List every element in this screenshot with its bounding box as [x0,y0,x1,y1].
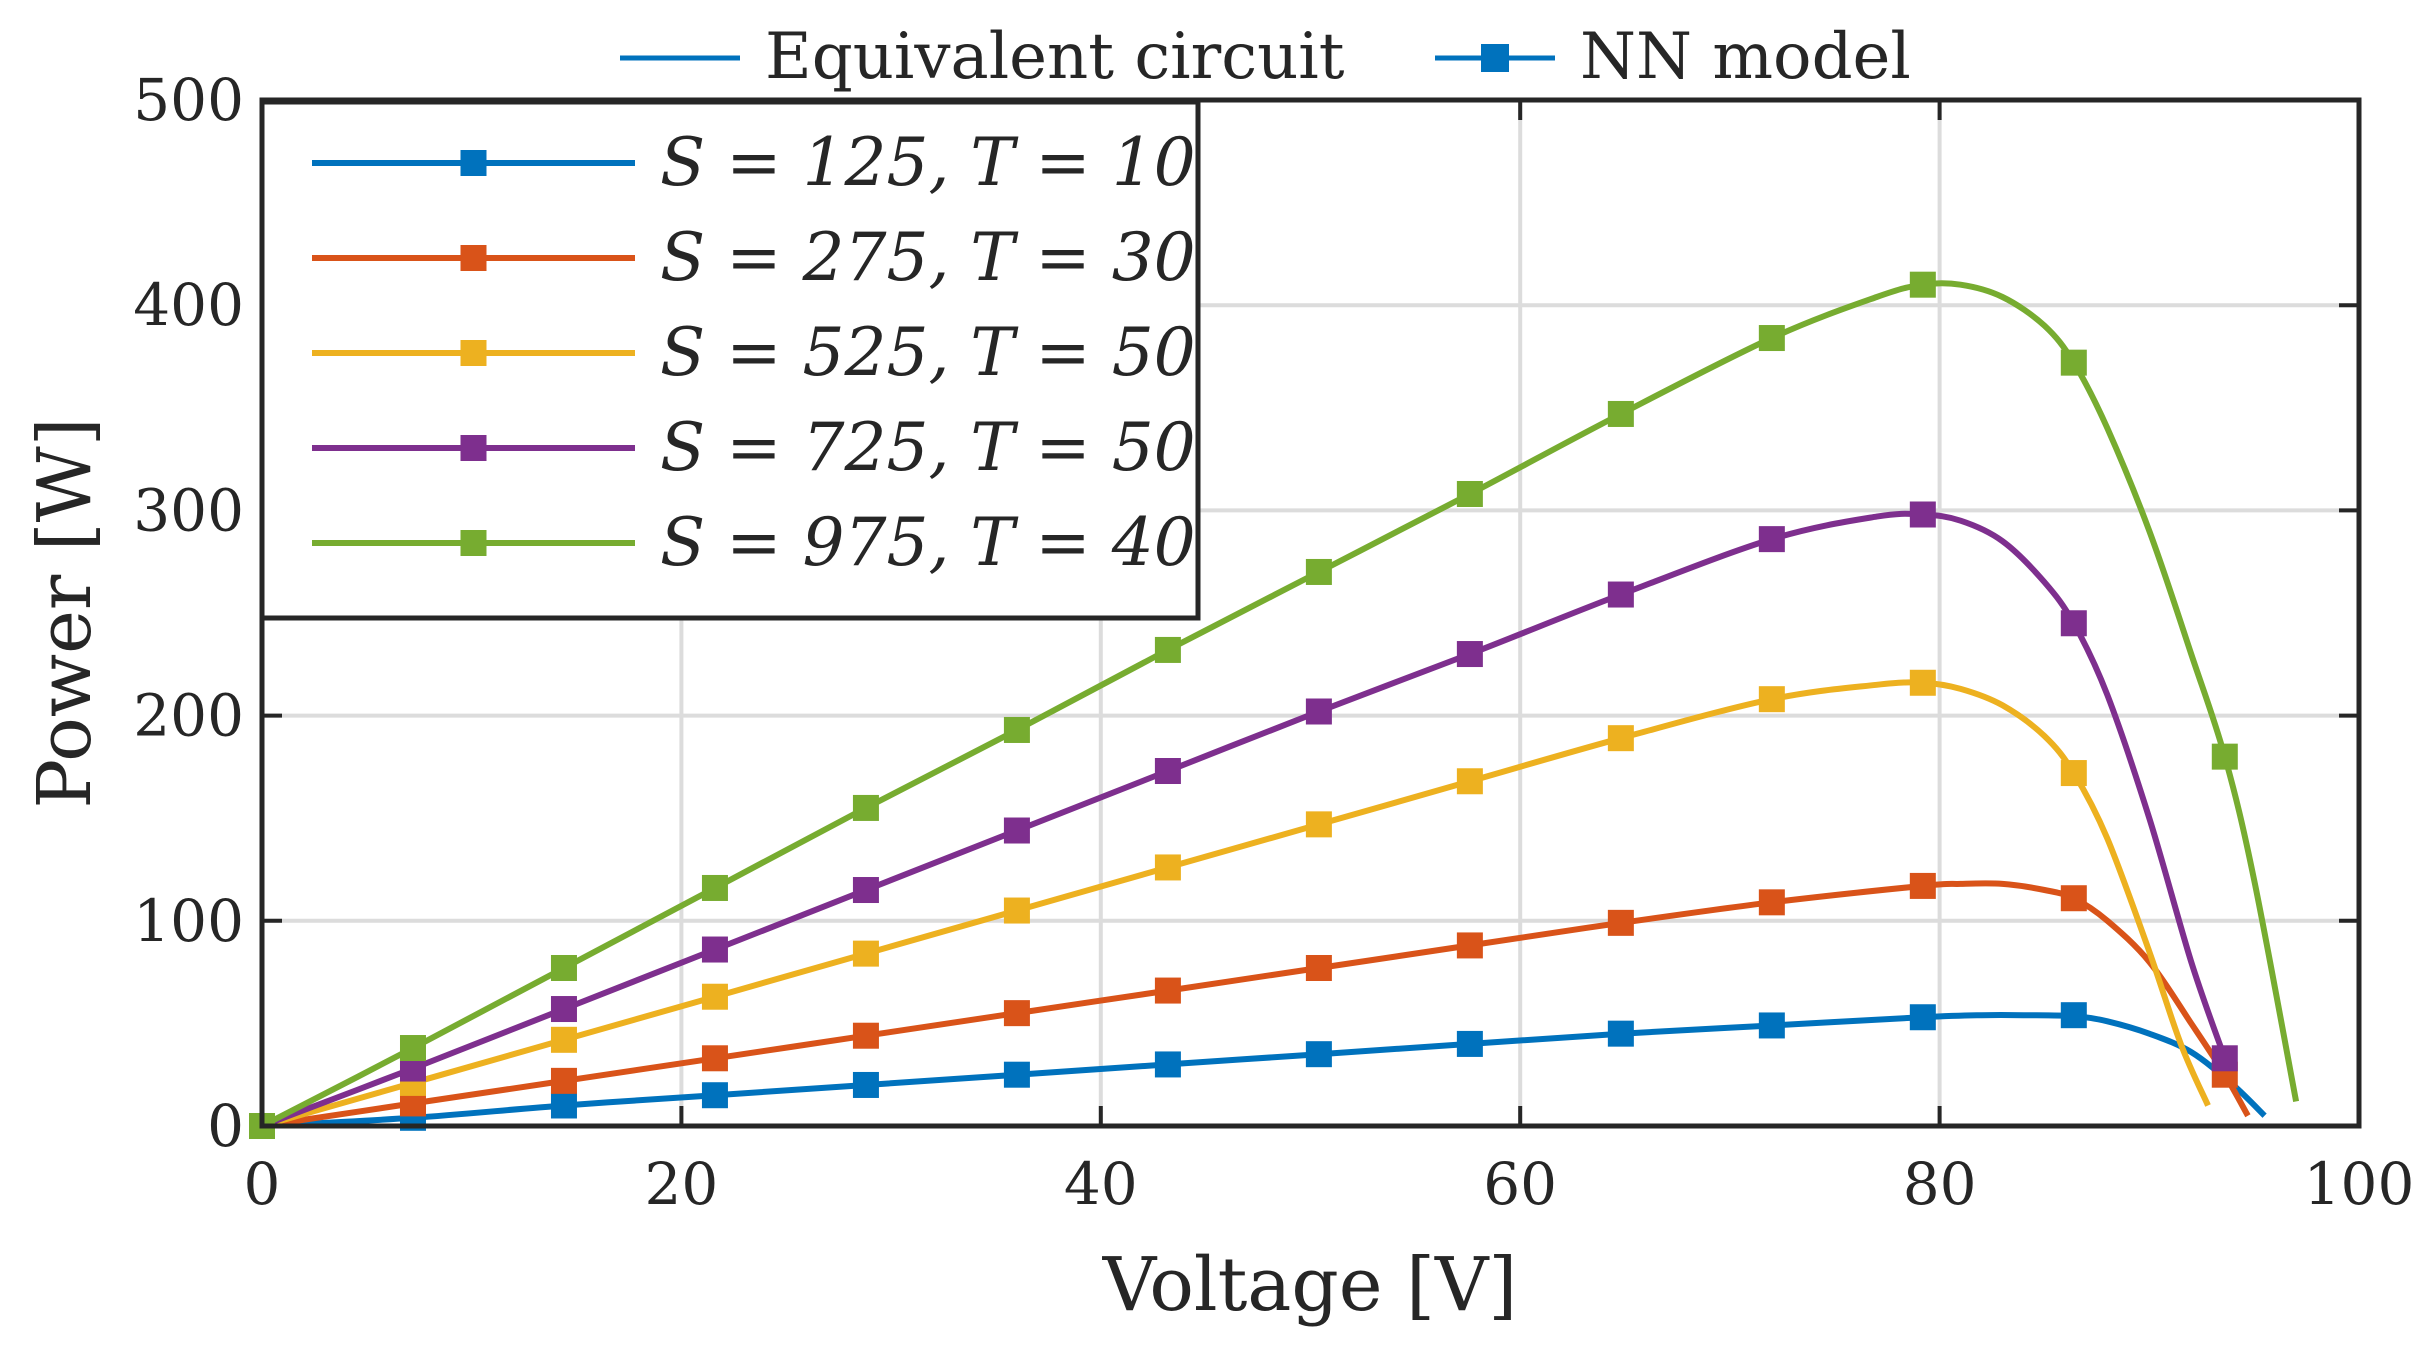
style-legend-label-nn: NN model [1580,20,1911,94]
series-legend-label: S = 125, T = 10 [660,124,1196,201]
series-marker [1154,854,1181,881]
series-legend-box [259,99,1201,621]
series-line [261,880,2251,1129]
x-tick-label: 20 [644,1150,718,1218]
series-marker [1154,1051,1181,1078]
series-marker [1003,1000,1030,1027]
series-2 [249,872,2251,1139]
series-marker [1456,480,1483,507]
series-marker [852,1022,879,1049]
series-marker [1456,932,1483,959]
series-legend-label: S = 525, T = 50 [660,314,1196,391]
series-marker [1003,716,1030,743]
series-marker [1758,889,1785,916]
x-axis-title: Voltage [V] [1102,1242,1518,1328]
x-tick-label: 40 [1064,1150,1138,1218]
y-tick-label: 500 [133,66,244,134]
series-marker [1607,581,1634,608]
series-marker [1456,641,1483,668]
series-marker [2060,760,2087,787]
series-marker [852,794,879,821]
y-tick-label: 300 [133,476,244,544]
series-marker [1607,725,1634,752]
y-tick-label: 200 [133,682,244,750]
style-legend-label-equivalent: Equivalent circuit [765,20,1345,94]
y-axis-title: Power [W] [22,417,108,808]
series-marker [852,1071,879,1098]
series-legend-label: S = 725, T = 50 [660,409,1196,486]
series-marker [1154,636,1181,663]
series-marker [1909,501,1936,528]
x-tick-label: 80 [1903,1150,1977,1218]
series-marker [1305,698,1332,725]
series-marker [701,1045,728,1072]
series-marker [1003,897,1030,924]
style-legend: Equivalent circuit NN model [620,20,1911,94]
series-legend-marker [460,435,487,461]
y-tick-label: 0 [207,1092,244,1160]
series-marker [2060,885,2087,912]
series-marker [1758,1012,1785,1039]
series-marker [1305,1041,1332,1068]
x-tick-label: 100 [2304,1150,2415,1218]
series-marker [1154,977,1181,1004]
series-marker [550,1092,577,1119]
series-5 [249,271,2300,1139]
series-marker [701,874,728,901]
series-marker [701,1082,728,1109]
series-line [260,280,2300,1129]
series-legend-marker [460,530,487,556]
series-marker [852,940,879,967]
series-marker [1154,758,1181,785]
axis-ticks: 0 20 40 60 80 100 0 100 200 300 400 500 [133,66,2414,1218]
series-marker [1909,872,1936,899]
series-marker [1456,1030,1483,1057]
series-legend-label: S = 975, T = 40 [660,504,1196,581]
series-marker [2060,1002,2087,1029]
series-marker [550,1067,577,1094]
series-marker [2211,743,2238,770]
series-marker [852,877,879,904]
series-marker [1607,909,1634,936]
series-marker [1456,768,1483,795]
series-marker [1758,686,1785,713]
series-marker [701,983,728,1010]
series-marker [1003,817,1030,844]
series-legend: S = 125, T = 10 S = 275, T = 30 S = 525, T… [259,99,1201,621]
series-marker [1305,811,1332,838]
series-marker [2060,349,2087,376]
series-marker [550,996,577,1023]
series-marker [1909,669,1936,696]
series-marker [399,1035,426,1062]
series-line [261,1012,2267,1129]
series-legend-marker [460,245,487,271]
x-tick-label: 0 [244,1150,281,1218]
series-marker [2060,610,2087,637]
y-tick-label: 400 [133,271,244,339]
series-legend-marker [460,150,487,176]
series-marker [1305,558,1332,585]
y-tick-label: 100 [133,887,244,955]
series-marker [1305,954,1332,981]
x-tick-label: 60 [1483,1150,1557,1218]
series-legend-marker [460,340,487,366]
series-marker [1909,1004,1936,1031]
series-marker [1909,271,1936,298]
series-marker [1003,1061,1030,1088]
style-legend-marker-nn [1481,44,1509,72]
series-marker [2211,1045,2238,1072]
series-marker [550,1026,577,1053]
series-marker [550,954,577,981]
series-3 [249,669,2211,1139]
series-layer [249,271,2300,1139]
series-marker [1607,400,1634,427]
series-marker [1758,526,1785,553]
series-marker [1758,325,1785,352]
series-marker [1607,1020,1634,1047]
series-marker [701,936,728,963]
series-legend-label: S = 275, T = 30 [660,219,1196,296]
